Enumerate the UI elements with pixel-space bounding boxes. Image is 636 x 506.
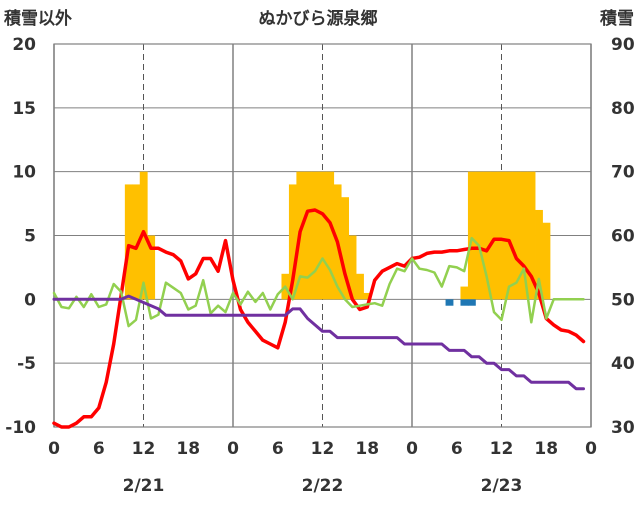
snowfall-bar <box>467 171 476 300</box>
y-tick-label-right: 70 <box>611 163 635 183</box>
x-tick-label: 6 <box>451 439 463 459</box>
snowfall-bar <box>505 171 514 300</box>
date-label: 2/21 <box>123 476 165 496</box>
humidity_like-line <box>52 236 585 328</box>
x-tick-label: 0 <box>406 439 418 459</box>
snowfall-bar <box>348 235 357 300</box>
x-tick-label: 6 <box>272 439 284 459</box>
plot-border <box>53 43 592 428</box>
snowfall-bar <box>482 171 491 300</box>
y-axis-label-right: 積雪 <box>600 8 634 29</box>
date-label: 2/22 <box>302 476 344 496</box>
y-tick-label-left: 10 <box>12 163 36 183</box>
date-label: 2/23 <box>481 476 523 496</box>
snowfall-bar <box>356 273 364 300</box>
snowfall-bar <box>512 171 521 300</box>
x-tick-label: 18 <box>176 439 200 459</box>
snowfall-bar <box>132 184 141 300</box>
snowfall-bar <box>460 286 469 300</box>
x-tick-label: 12 <box>132 439 156 459</box>
snowfall-bar <box>147 235 156 300</box>
y-tick-label-left: -5 <box>17 354 36 374</box>
y-tick-label-left: -10 <box>5 418 36 438</box>
snowfall-bar <box>341 197 350 300</box>
snowfall-bar <box>124 184 133 300</box>
line-layer <box>52 208 586 429</box>
snowfall-bar <box>318 171 327 300</box>
snowfall-bar <box>288 184 297 300</box>
y-tick-label-left: 15 <box>12 99 36 119</box>
x-tick-label: 0 <box>48 439 60 459</box>
y-axis-label-left: 積雪以外 <box>4 8 72 29</box>
y-tick-label-left: 0 <box>24 290 36 310</box>
y-tick-label-right: 40 <box>611 354 635 374</box>
precip-bar <box>445 299 454 306</box>
y-tick-label-right: 60 <box>611 227 635 247</box>
snowfall-bar <box>535 209 543 300</box>
y-tick-label-left: 20 <box>12 35 36 55</box>
snowfall-bar <box>311 171 320 300</box>
x-tick-label: 12 <box>490 439 514 459</box>
x-tick-label: 0 <box>585 439 597 459</box>
snow_depth-line <box>52 294 585 391</box>
y-tick-label-right: 50 <box>611 290 635 310</box>
x-tick-label: 18 <box>355 439 379 459</box>
x-tick-label: 12 <box>311 439 335 459</box>
y-tick-label-right: 80 <box>611 99 635 119</box>
snowfall-bar <box>490 171 499 300</box>
snowfall-bar <box>542 222 551 300</box>
x-tick-label: 0 <box>227 439 239 459</box>
snowfall-bar <box>303 171 312 300</box>
snowfall-bar <box>363 292 372 300</box>
snowfall-bar <box>497 171 506 300</box>
snowfall-bar <box>475 171 484 300</box>
snowfall-bar <box>520 171 529 300</box>
temperature-line <box>52 208 586 429</box>
precip-bar <box>460 299 469 306</box>
snowfall-bar <box>527 171 536 300</box>
chart-title: ぬかびら源泉郷 <box>259 8 378 29</box>
y-tick-label-right: 90 <box>611 35 635 55</box>
y-tick-label-right: 30 <box>611 418 635 438</box>
x-tick-label: 6 <box>93 439 105 459</box>
y-tick-label-left: 5 <box>24 227 36 247</box>
precip-bar <box>467 299 476 306</box>
x-tick-label: 18 <box>534 439 558 459</box>
snowfall-bar <box>326 171 335 300</box>
